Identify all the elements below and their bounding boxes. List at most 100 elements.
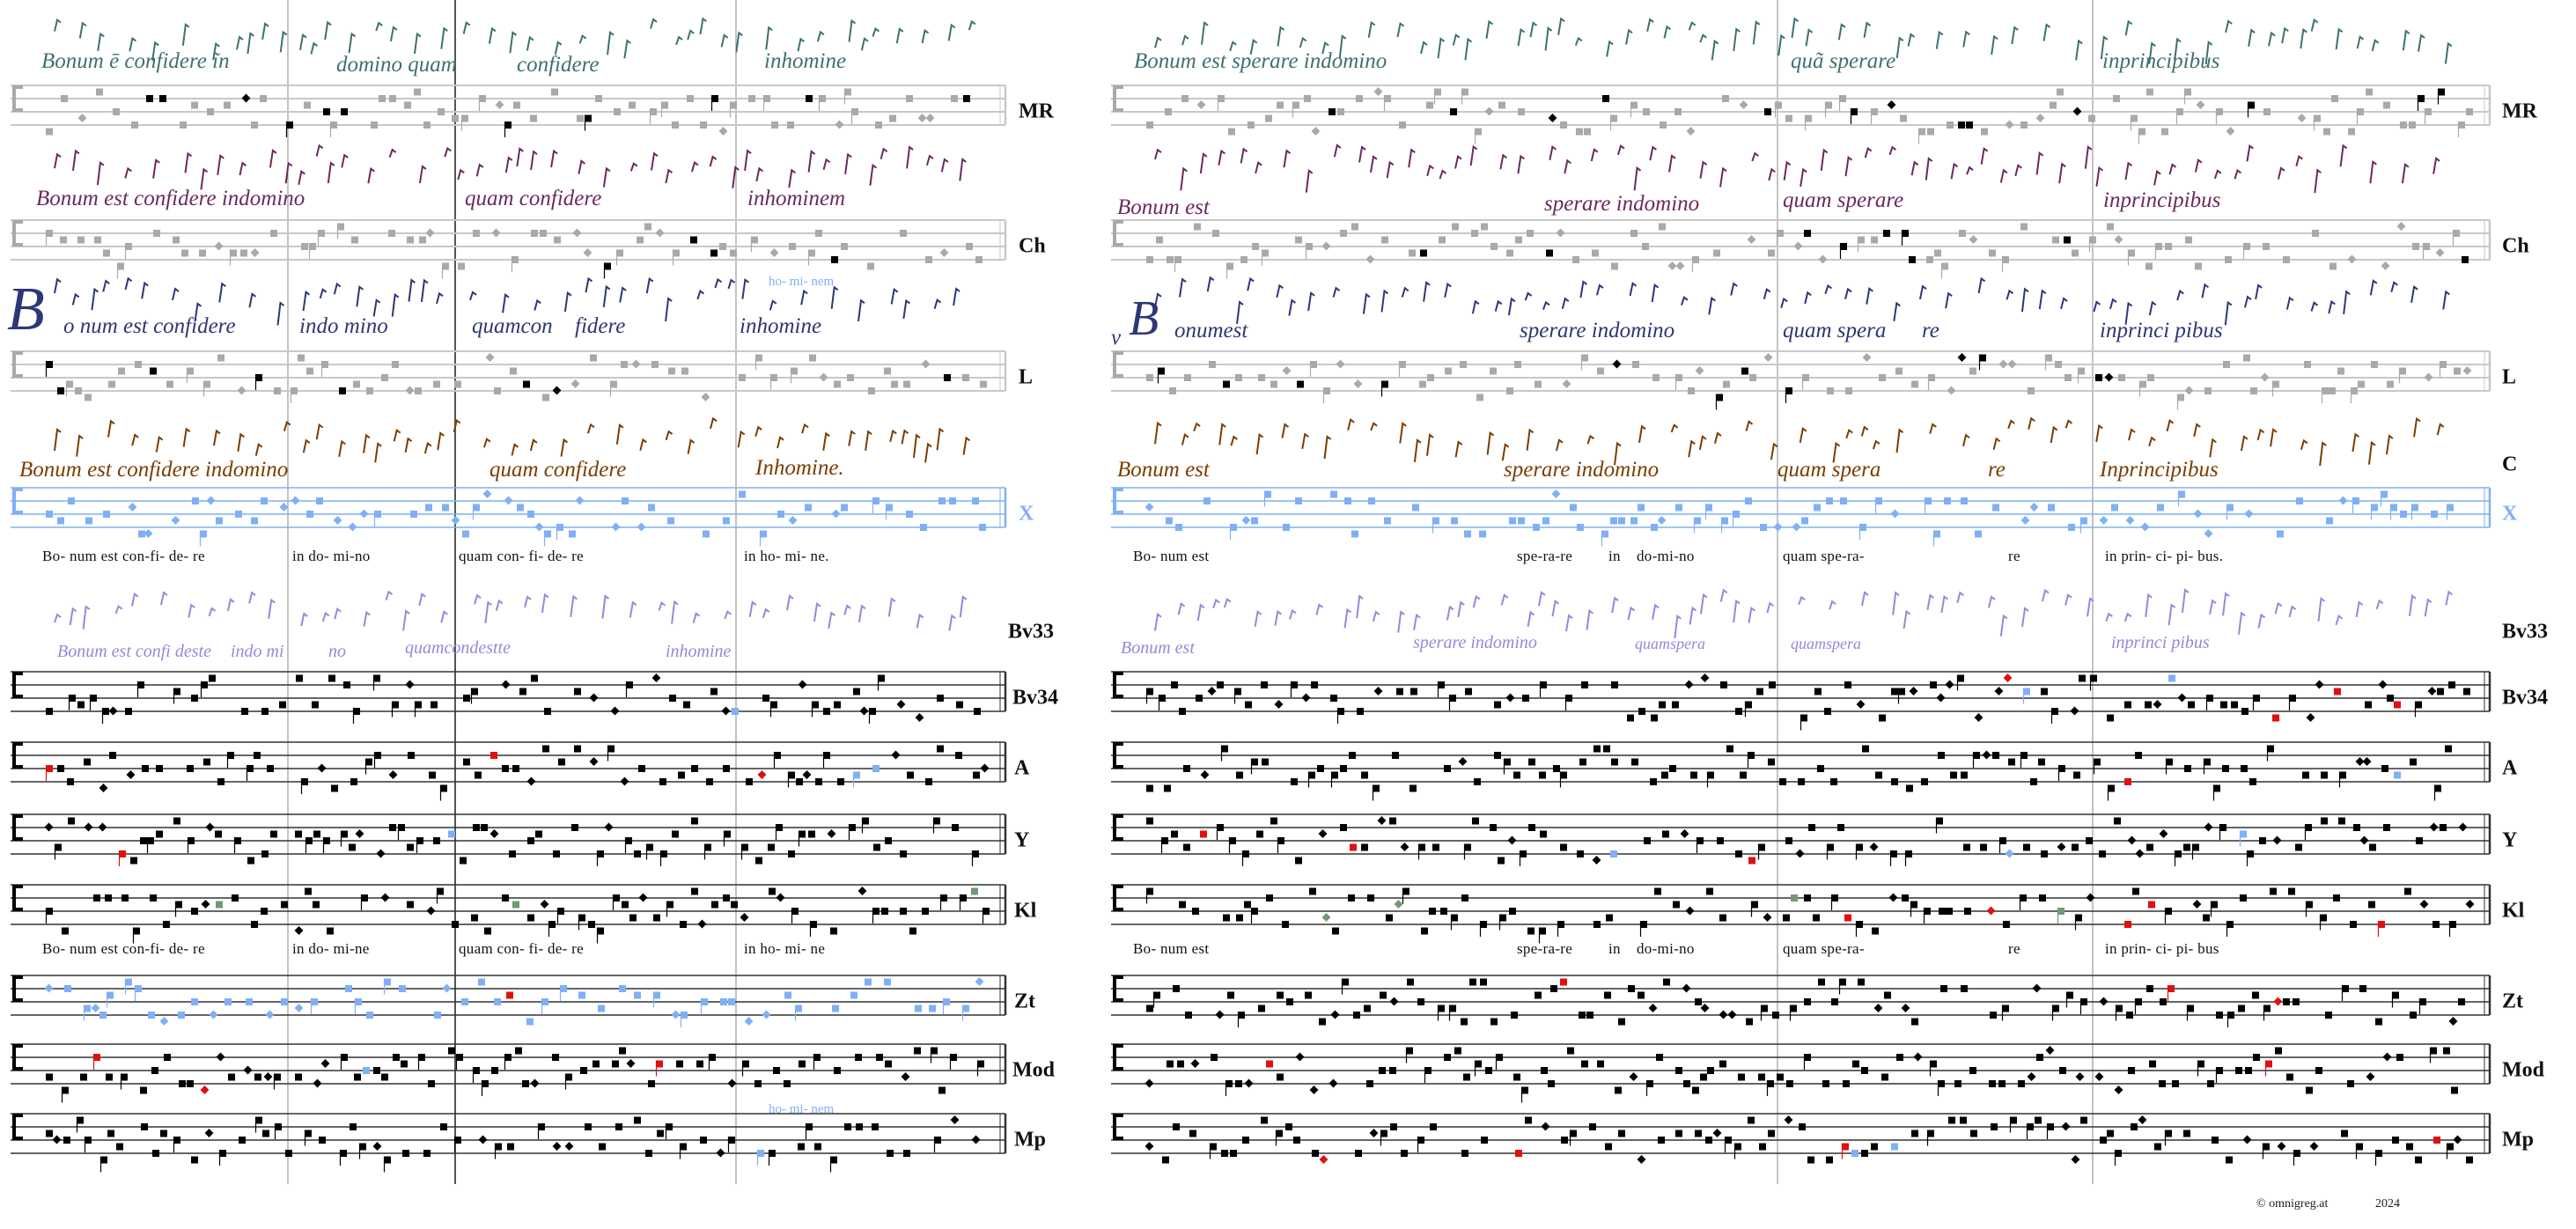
neume-glyph (1614, 441, 1622, 466)
neume-glyph (2240, 435, 2248, 452)
neume-square (1891, 688, 1898, 695)
manuscript-text-ch: Bonum est (1117, 195, 1210, 219)
neume-square (1167, 1060, 1174, 1068)
neume-square (1692, 1086, 1699, 1094)
neume-square (2400, 121, 2407, 129)
neume-diamond (2057, 843, 2066, 851)
neume-glyph (82, 605, 91, 629)
neume-square (668, 367, 675, 375)
neume-diamond (835, 120, 844, 129)
neume-square (2400, 511, 2407, 518)
neume-diamond (294, 926, 304, 935)
neume-square (2283, 998, 2290, 1005)
neume-square (118, 367, 125, 375)
neume-diamond (921, 359, 931, 369)
neume-glyph (1844, 155, 1853, 177)
neume-square (1871, 108, 1878, 115)
neume-square (2072, 249, 2079, 257)
neume-square (2211, 901, 2218, 909)
neume-glyph (2014, 164, 2022, 177)
neume-diamond (1144, 1078, 1154, 1088)
neume-square (1980, 843, 1987, 851)
neume-square (2418, 95, 2425, 102)
neume-diamond (1998, 359, 2008, 369)
neume-square (2018, 1080, 2025, 1087)
neume-square (1244, 901, 1251, 909)
neume-square (2118, 374, 2125, 381)
neume-diamond (540, 900, 549, 909)
neume-glyph (2166, 418, 2175, 432)
neume-square (732, 708, 739, 715)
neume-square (1646, 1080, 1653, 1087)
neume-glyph (776, 436, 784, 449)
neume-glyph (457, 168, 465, 180)
neume-glyph (902, 298, 910, 320)
row-label-ch: Ch (1019, 234, 1046, 258)
neume-glyph (1711, 39, 1719, 61)
neume-glyph (2105, 612, 2113, 622)
neume-square (1957, 674, 1964, 682)
neume-glyph (2310, 18, 2319, 32)
neume-diamond (552, 1142, 562, 1151)
neume-glyph (585, 276, 593, 293)
neume-glyph (1565, 614, 1573, 632)
lyric-syllables: re (2008, 548, 2020, 564)
neume-glyph (2225, 19, 2233, 33)
neume-square (1312, 1150, 1319, 1157)
neume-glyph (1719, 166, 1727, 188)
neume-glyph (925, 154, 934, 166)
neume-glyph (586, 423, 595, 434)
row-label-y: Y (2502, 828, 2518, 852)
neume-square (1824, 708, 1831, 715)
neume-square (354, 1073, 361, 1081)
neume-square (1589, 1123, 1596, 1130)
neume-square (1412, 504, 1419, 511)
neume-square (661, 101, 668, 109)
neume-diamond (313, 1078, 322, 1088)
neume-square (1217, 824, 1224, 831)
neume-square (475, 771, 482, 779)
neume-glyph (1301, 432, 1309, 450)
neume-glyph (1446, 605, 1454, 621)
c-clef-icon (12, 220, 23, 247)
neume-square (1726, 745, 1733, 753)
neume-square (156, 765, 163, 772)
neume-square (423, 121, 431, 129)
neume-square (1930, 1060, 1937, 1068)
neume-square (2183, 1130, 2190, 1137)
neume-glyph (1236, 300, 1244, 325)
neume-glyph (475, 163, 484, 177)
neume-square (2321, 817, 2328, 825)
neume-square (2116, 1005, 2123, 1012)
neume-square (1735, 850, 1742, 857)
neume-glyph (2319, 441, 2327, 467)
neume-square (2035, 1116, 2042, 1124)
neume-square (2289, 695, 2296, 702)
neume-square (207, 108, 214, 115)
neume-square (834, 1067, 841, 1074)
neume-diamond (530, 1078, 540, 1088)
neume-square (696, 1060, 703, 1068)
neume-square (2306, 1086, 2313, 1094)
neume-square (1463, 1073, 1470, 1081)
neume-diamond (451, 516, 460, 525)
neume-square (621, 361, 628, 368)
neume-square (2463, 688, 2470, 695)
neume-square (687, 95, 694, 102)
neume-square (2023, 843, 2030, 851)
neume-glyph (284, 161, 293, 184)
neume-square (1490, 367, 1497, 375)
neume-diamond (1196, 100, 1206, 109)
neume-square (1640, 921, 1647, 928)
neume-square (610, 380, 617, 388)
neume-glyph (181, 23, 190, 46)
neume-square (973, 771, 980, 779)
neume-glyph (1315, 603, 1323, 615)
neume-diamond (776, 893, 785, 902)
neume-square (1856, 921, 1863, 928)
neume-square (349, 843, 356, 851)
neume-square (906, 511, 913, 518)
neume-square (1643, 108, 1650, 115)
neume-square (1961, 497, 1968, 504)
neume-glyph (130, 592, 139, 607)
